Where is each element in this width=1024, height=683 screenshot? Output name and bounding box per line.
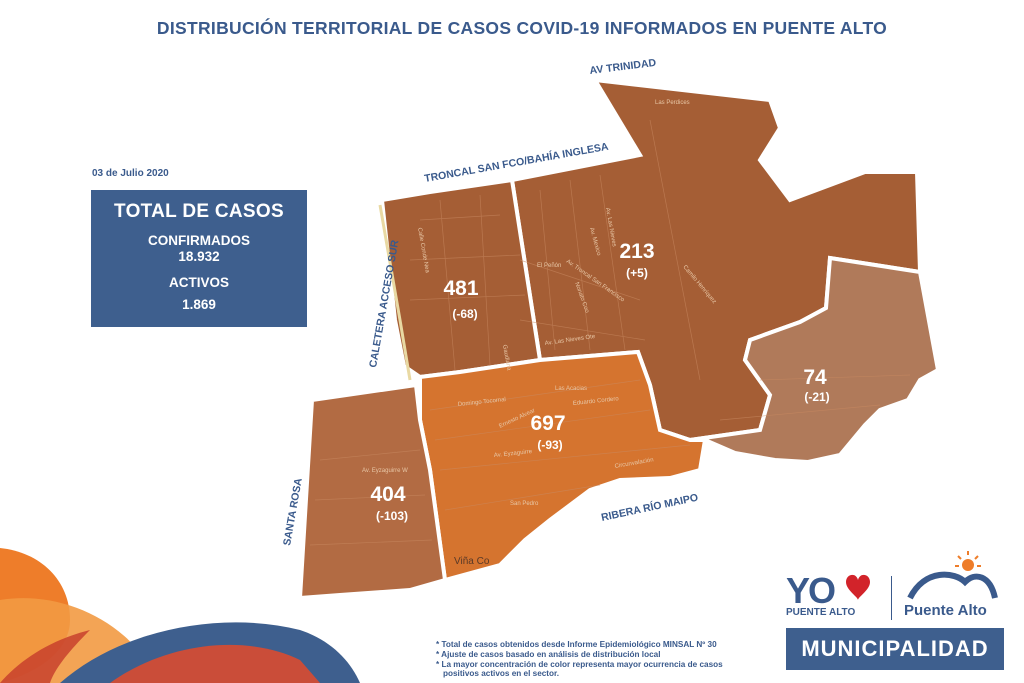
yo-puente-alto-logo: YO PUENTE ALTO <box>786 570 856 619</box>
sector-east-change: (-21) <box>804 390 829 404</box>
confirmed-label: CONFIRMADOS <box>148 233 250 248</box>
footnote: * Total de casos obtenidos desde Informe… <box>436 640 717 649</box>
street-label: El Peñón <box>537 263 561 269</box>
yo-text: YO <box>786 570 836 611</box>
sector-east <box>689 255 941 465</box>
sector-center-change: (-93) <box>537 438 562 452</box>
street-label: Av. Eyzaguirre W <box>362 468 408 474</box>
sector-east-value: 74 <box>803 366 827 389</box>
heart-icon <box>846 574 870 600</box>
sector-center-value: 697 <box>530 412 565 435</box>
road-ribera-rio-maipo: RIBERA RÍO MAIPO <box>600 491 699 524</box>
street-label: Eduardo Cordero <box>573 396 620 407</box>
street-label: Gaudiana <box>501 344 512 371</box>
place-label: Viña Co <box>454 556 490 567</box>
active-value: 1.869 <box>182 297 216 312</box>
puente-alto-brand: Puente Alto <box>904 602 987 619</box>
logo-divider <box>891 576 892 620</box>
sector-west-change: (-103) <box>376 509 408 523</box>
active-label: ACTIVOS <box>168 275 229 290</box>
street-grid <box>309 119 911 546</box>
street-label: Av. Eyzaguirre <box>494 449 534 459</box>
map-title: DISTRIBUCIÓN TERRITORIAL DE CASOS COVID-… <box>156 18 888 38</box>
caletera-highway <box>378 204 412 381</box>
road-av-trinidad: AV TRINIDAD <box>589 57 657 77</box>
totals-panel: TOTAL DE CASOS CONFIRMADOS 18.932 ACTIVO… <box>91 190 307 327</box>
sector-north-west-change: (-68) <box>452 307 477 321</box>
street-label: San Pedro <box>510 501 539 507</box>
footnote: * La mayor concentración de color repres… <box>436 659 723 669</box>
totals-heading: TOTAL DE CASOS <box>114 201 284 222</box>
sector-west <box>297 382 448 601</box>
sector-north-change: (+5) <box>626 266 648 280</box>
report-date: 03 de Julio 2020 <box>92 168 169 179</box>
sector-north-west-value: 481 <box>443 277 478 300</box>
footnote: positivos activos en el sector. <box>443 669 560 679</box>
road-santa-rosa: SANTA ROSA <box>281 477 305 547</box>
sector-north-value: 213 <box>619 240 654 263</box>
footnote: * Ajuste de casos basado en análisis de … <box>436 649 661 659</box>
sector-west-value: 404 <box>370 483 405 506</box>
footnotes: * Total de casos obtenidos desde Informe… <box>436 640 723 679</box>
municipalidad-banner: MUNICIPALIDAD <box>786 628 1004 670</box>
confirmed-value: 18.932 <box>178 249 220 264</box>
decorative-swoosh <box>0 548 360 683</box>
puente-alto-logo-icon <box>907 551 998 600</box>
yo-sub: PUENTE ALTO <box>786 607 856 618</box>
street-label: Las Acacias <box>555 386 587 392</box>
street-label: Domingo Tocornal <box>458 397 507 408</box>
street-label: Las Perdices <box>655 100 690 106</box>
